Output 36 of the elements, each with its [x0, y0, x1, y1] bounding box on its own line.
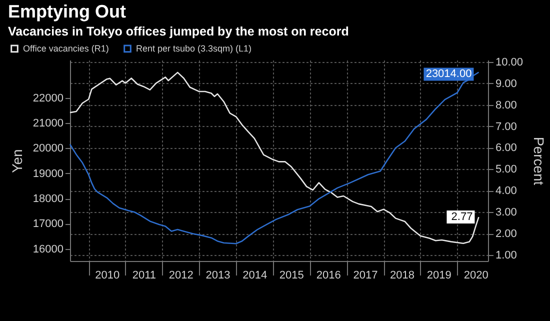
y2-tick-label: 2.00 — [496, 228, 517, 240]
y2-tick-label: 6.00 — [496, 142, 517, 154]
x-tick-label: 2015 — [279, 270, 304, 282]
y2-tick-label: 10.00 — [496, 56, 524, 68]
x-tick-label: 2010 — [95, 270, 120, 282]
chart-title: Emptying Out — [8, 2, 126, 22]
legend-label: Office vacancies (R1) — [23, 44, 109, 54]
y-tick-label: 19000 — [32, 168, 64, 180]
x-tick-label: 2017 — [353, 270, 378, 282]
chart-subtitle: Vacancies in Tokyo offices jumped by the most on record — [8, 24, 349, 38]
y2-tick-label: 8.00 — [496, 99, 517, 112]
y-tick-label: 20000 — [32, 142, 64, 155]
x-tick-label: 2019 — [426, 270, 452, 282]
y-tick-label: 17000 — [32, 218, 64, 230]
x-tick-label: 2018 — [390, 270, 415, 282]
x-tick-label: 2014 — [242, 270, 268, 282]
y2-tick-label: 9.00 — [496, 78, 517, 90]
x-tick-label: 2013 — [206, 270, 230, 282]
data-label: 23014.00 — [426, 68, 472, 80]
y2-tick-label: 3.00 — [496, 206, 517, 219]
y-tick-label: 16000 — [32, 243, 64, 256]
x-tick-label: 2011 — [132, 270, 156, 282]
x-tick-label: 2020 — [464, 270, 488, 282]
x-tick-label: 2016 — [316, 270, 341, 282]
data-label: 2.77 — [451, 211, 473, 224]
y2-tick-label: 1.00 — [496, 249, 517, 262]
x-tick-label: 2012 — [168, 270, 194, 282]
legend-label: Rent per tsubo (3.3sqm) (L1) — [136, 44, 252, 54]
y-tick-label: 18000 — [32, 193, 64, 206]
y-tick-label: 22000 — [32, 92, 64, 104]
y2-axis-title: Percent — [531, 136, 548, 186]
y-axis-title: Yen — [8, 149, 25, 173]
y2-tick-label: 4.00 — [496, 185, 517, 198]
y-tick-label: 21000 — [32, 117, 64, 130]
y2-tick-label: 5.00 — [496, 164, 517, 176]
y2-tick-label: 7.00 — [496, 120, 517, 133]
